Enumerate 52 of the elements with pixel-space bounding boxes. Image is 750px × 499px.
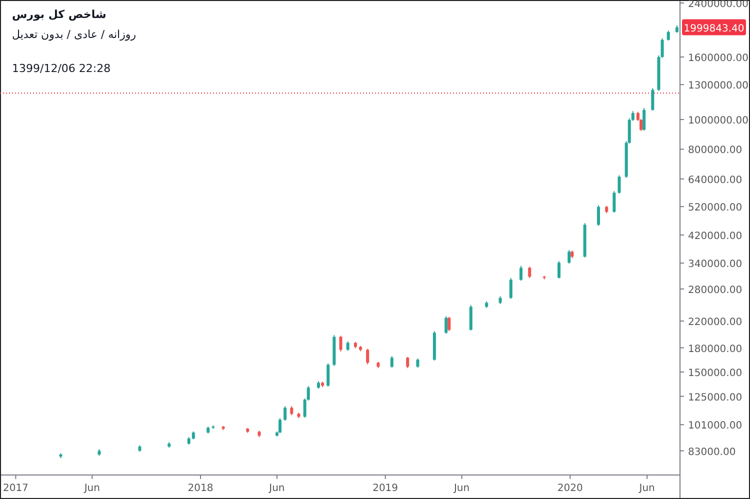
x-tick-label: Jun [452,483,470,494]
y-tick-label: 1300000.00 [688,80,748,92]
candlestick [651,88,654,112]
y-tick-label: 150000.00 [688,368,742,380]
text: شاخص کل بورس [12,8,106,21]
y-tick-label: 1000000.00 [688,116,748,127]
candlestick [346,340,350,352]
candlestick [618,174,621,194]
y-tick-label: 101000.00 [688,420,742,432]
candlestick [469,304,472,331]
candlestick [660,38,664,58]
y-tick-label: 1600000.00 [688,52,748,64]
candlestick [568,250,571,264]
candlestick [596,204,600,226]
y-tick-label: 640000.00 [688,174,742,186]
y-tick-label: 520000.00 [688,202,742,214]
candlestick [557,260,560,279]
y-tick-label: 83000.00 [688,446,736,458]
candlestick [406,356,410,369]
candlestick [666,30,670,42]
text: روزانه / عادی / بدون تعدیل [12,28,136,41]
candlestick [339,335,342,352]
x-tick-label: 2018 [188,483,214,494]
candlestick [390,356,394,368]
y-tick-label: 2400000.00 [688,0,748,10]
candlestick [448,316,451,332]
y-tick-label: 220000.00 [688,317,742,328]
y-tick-label: 180000.00 [688,344,742,355]
x-tick-label: 2020 [557,483,583,494]
x-tick-label: 2019 [372,483,398,494]
x-tick-label: Jun [638,483,655,494]
candlestick [326,362,330,388]
candlestick [278,418,282,434]
candlestick [642,108,646,132]
y-tick-label: 800000.00 [688,145,742,156]
x-tick-label: Jun [268,483,285,494]
x-tick-label: Jun [83,483,100,494]
candlestick [612,190,616,214]
candlestick [416,358,420,368]
text: 1999843.40 [684,23,744,34]
candlestick [509,278,512,300]
y-tick-label: 420000.00 [688,230,742,242]
y-tick-label: 340000.00 [688,259,742,270]
annotation: 1399/12/06 22:28 [12,62,111,75]
y-tick-label: 280000.00 [688,284,742,296]
candlestick [520,265,523,282]
x-tick-label: 2017 [2,483,28,494]
y-tick-label: 125000.00 [688,392,742,404]
candlestick [528,266,532,279]
candlestick [366,348,370,365]
candlestick [444,316,448,334]
candlestick [284,406,287,422]
